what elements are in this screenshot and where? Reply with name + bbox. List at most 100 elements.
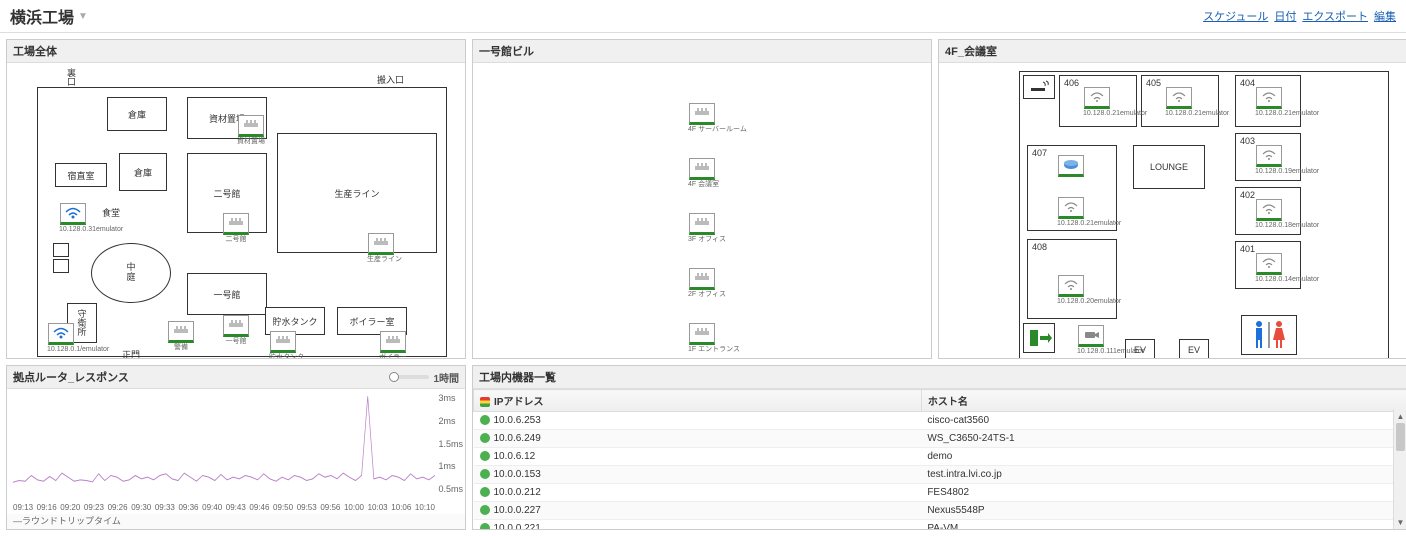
label-uraguchi: 裏 口 (67, 69, 76, 87)
chart-body[interactable]: 3ms2ms1.5ms1ms0.5ms 09:1309:1609:2009:23… (7, 389, 465, 514)
chart-title-text: 拠点ルータ_レスポンス (13, 369, 129, 385)
wifi-icon (1256, 253, 1282, 275)
router-icon (1058, 155, 1084, 177)
wifi-icon (48, 323, 74, 345)
switch-icon (270, 331, 296, 353)
node-407b[interactable]: 10.128.0.21emulator (1057, 197, 1085, 227)
node-nigoukan[interactable]: 二号館 (222, 213, 250, 243)
building-body[interactable]: 4F サーバールーム 4F 会議室 3F オフィス 2F オフィス 1F エントランス (473, 63, 931, 358)
col-host[interactable]: ホスト名 (921, 390, 1406, 412)
page-title-text: 横浜工場 (10, 4, 74, 28)
node-401[interactable]: 10.128.0.14emulator (1255, 253, 1283, 283)
link-date[interactable]: 日付 (1274, 8, 1296, 24)
device-table: IPアドレス ホスト名 10.0.6.253cisco-cat356010.0.… (473, 389, 1406, 529)
node-shizai[interactable]: 資材置場 (237, 115, 265, 145)
scroll-up-icon[interactable]: ▲ (1394, 409, 1406, 423)
node-403[interactable]: 10.128.0.19emulator (1255, 145, 1283, 175)
node-shokudo[interactable]: 10.128.0.31emulator (59, 203, 87, 233)
node-405[interactable]: 10.128.0.21emulator (1165, 87, 1193, 117)
table-row[interactable]: 10.0.0.153test.intra.lvi.co.jp (474, 466, 1406, 484)
table-body: IPアドレス ホスト名 10.0.6.253cisco-cat356010.0.… (473, 389, 1406, 529)
label-hannyu: 搬入口 (377, 73, 404, 86)
building-node-0[interactable]: 4F サーバールーム (688, 103, 716, 133)
table-row[interactable]: 10.0.0.221PA-VM (474, 520, 1406, 530)
panel-table: 工場内機器一覧 IPアドレス ホスト名 10.0.6.253cisco-cat3… (472, 365, 1406, 530)
room-shukuchoku: 宿直室 (55, 163, 107, 187)
camera-icon (1078, 325, 1104, 347)
room-souko2: 倉庫 (119, 153, 167, 191)
page-header: 横浜工場 ▼ スケジュール 日付 エクスポート 編集 (0, 0, 1406, 33)
chart-y-labels: 3ms2ms1.5ms1ms0.5ms (438, 393, 463, 494)
scroll-thumb[interactable] (1396, 423, 1405, 451)
status-ok-icon (480, 523, 490, 529)
time-slider[interactable]: 1時間 (389, 370, 459, 385)
building-node-4[interactable]: 1F エントランス (688, 323, 716, 353)
node-boiler[interactable]: ボイラー (379, 331, 407, 358)
wifi-icon (1058, 275, 1084, 297)
chart-canvas (13, 393, 435, 494)
scroll-down-icon[interactable]: ▼ (1394, 515, 1406, 529)
wifi-icon (1084, 87, 1110, 109)
switch-icon (689, 103, 715, 125)
table-row[interactable]: 10.0.6.12demo (474, 448, 1406, 466)
panel-title-floor: 4F_会議室 (939, 40, 1406, 63)
slider-track[interactable] (389, 375, 429, 379)
node-404[interactable]: 10.128.0.21emulator (1255, 87, 1283, 117)
link-edit[interactable]: 編集 (1374, 8, 1396, 24)
status-ok-icon (480, 505, 490, 515)
switch-icon (223, 213, 249, 235)
room-seisan: 生産ライン (277, 133, 437, 253)
node-camera[interactable]: 10.128.0.111emulator (1077, 325, 1105, 355)
room-ichigoukan: 一号館 (187, 273, 267, 315)
wifi-icon (1256, 87, 1282, 109)
node-402[interactable]: 10.128.0.18emulator (1255, 199, 1283, 229)
page-title[interactable]: 横浜工場 ▼ (10, 4, 88, 28)
switch-icon (168, 321, 194, 343)
status-ok-icon (480, 469, 490, 479)
link-export[interactable]: エクスポート (1302, 8, 1368, 24)
table-scrollbar[interactable]: ▲ ▼ (1393, 409, 1406, 529)
ev-box-2: EV (1179, 339, 1209, 358)
slider-thumb[interactable] (389, 372, 399, 382)
room-shokudo: 食堂 (92, 203, 130, 221)
node-chosui[interactable]: 貯水タンク (269, 331, 297, 358)
node-407-router[interactable] (1057, 155, 1085, 177)
building-node-1[interactable]: 4F 会議室 (688, 158, 716, 188)
ev-box-1: EV (1125, 339, 1155, 358)
panel-building: 一号館ビル 4F サーバールーム4F 会議室3F オフィス2F オフィス1F エ… (472, 39, 932, 359)
node-seisan[interactable]: 生産ライン (367, 233, 395, 263)
col-ip[interactable]: IPアドレス (474, 390, 922, 412)
wifi-icon (1058, 197, 1084, 219)
switch-icon (238, 115, 264, 137)
building-node-2[interactable]: 3F オフィス (688, 213, 716, 243)
room-souko: 倉庫 (107, 97, 167, 131)
panel-factory-map: 工場全体 裏 口 搬入口 正門 倉庫 資材置場 宿直室 倉庫 食堂 二号館 生産… (6, 39, 466, 359)
link-schedule[interactable]: スケジュール (1203, 8, 1268, 24)
table-row[interactable]: 10.0.0.212FES4802 (474, 484, 1406, 502)
switch-icon (368, 233, 394, 255)
dashboard-grid: 工場全体 裏 口 搬入口 正門 倉庫 資材置場 宿直室 倉庫 食堂 二号館 生産… (0, 33, 1406, 536)
node-406[interactable]: 10.128.0.21emulator (1083, 87, 1111, 117)
panel-title-factory: 工場全体 (7, 40, 465, 63)
smoking-icon (1023, 75, 1055, 99)
table-row[interactable]: 10.0.6.249WS_C3650-24TS-1 (474, 430, 1406, 448)
exit-sign-icon (1023, 323, 1055, 353)
node-408[interactable]: 10.128.0.20emulator (1057, 275, 1085, 305)
chart-legend: —ラウンドトリップタイム (7, 514, 465, 529)
factory-map-body[interactable]: 裏 口 搬入口 正門 倉庫 資材置場 宿直室 倉庫 食堂 二号館 生産ライン 一… (7, 63, 465, 358)
panel-title-table: 工場内機器一覧 (473, 366, 1406, 389)
header-status-icon (480, 397, 490, 407)
building-node-3[interactable]: 2F オフィス (688, 268, 716, 298)
floor-body[interactable]: 406 405 404 403 402 401 407 408 LOUNGE 1… (939, 63, 1406, 358)
wifi-icon (1166, 87, 1192, 109)
node-shuei[interactable]: 10.128.0.1/emulator (47, 323, 75, 353)
table-header-row: IPアドレス ホスト名 (474, 390, 1406, 412)
node-keibi[interactable]: 警備 (167, 321, 195, 351)
switch-icon (689, 158, 715, 180)
status-ok-icon (480, 415, 490, 425)
title-dropdown-caret[interactable]: ▼ (78, 11, 88, 22)
table-row[interactable]: 10.0.6.253cisco-cat3560 (474, 412, 1406, 430)
status-ok-icon (480, 433, 490, 443)
switch-icon (689, 268, 715, 290)
node-ichigoukan[interactable]: 一号館 (222, 315, 250, 345)
